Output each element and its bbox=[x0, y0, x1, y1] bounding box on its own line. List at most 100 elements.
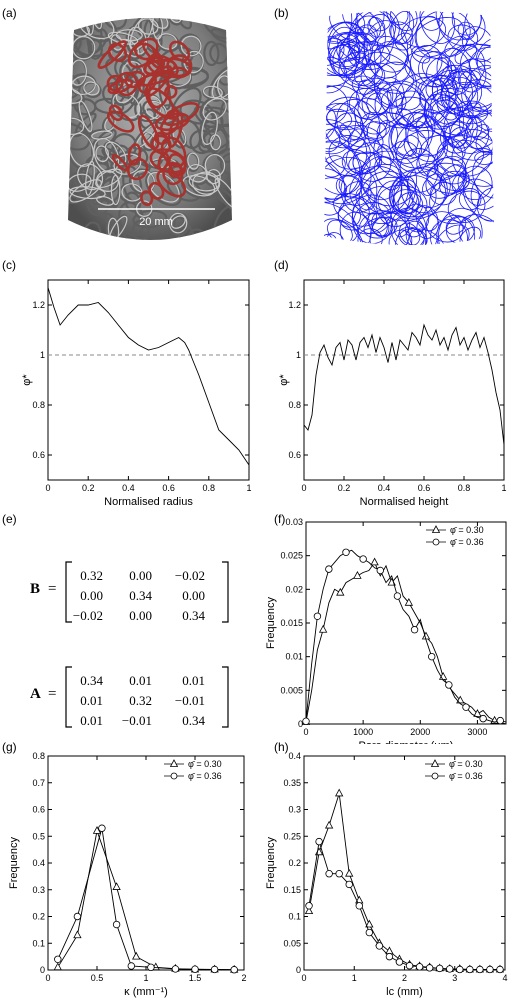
x-axis-label: Normalised height bbox=[360, 496, 449, 508]
series-line bbox=[57, 829, 235, 971]
legend-label: φ̄ = 0.30 bbox=[450, 525, 484, 535]
gray-fiber-highlight bbox=[107, 217, 120, 240]
centerline-loop bbox=[444, 35, 468, 57]
gray-fiber-highlight bbox=[147, 172, 180, 203]
matrix-b-cell: 0.34 bbox=[129, 588, 152, 603]
contact-length-chart: 0 1 2 3 4 0 0.05 0.1 0.15 0.2 0.25 0.3 0.35 0.4 lc (mm… bbox=[265, 751, 508, 998]
gray-fiber-loop bbox=[213, 204, 232, 240]
gray-fiber-loop bbox=[210, 28, 232, 44]
x-tick-label: 0.8 bbox=[203, 483, 216, 493]
legend-label: φ̄ = 0.36 bbox=[449, 771, 483, 781]
x-tick-label: 3 bbox=[452, 973, 457, 983]
centerline-loop bbox=[451, 11, 482, 36]
y-tick-label: 0.2 bbox=[288, 858, 301, 868]
centerline-loop bbox=[436, 47, 472, 95]
centerline-loop bbox=[389, 21, 413, 44]
circle-marker bbox=[325, 565, 333, 573]
gray-fiber-highlight bbox=[206, 169, 221, 185]
red-fiber-loop bbox=[111, 153, 129, 172]
y-axis-label: Frequency bbox=[265, 837, 277, 889]
circle-marker bbox=[365, 928, 374, 937]
series-line bbox=[308, 793, 500, 970]
x-axis-label: lc (mm) bbox=[386, 986, 423, 998]
panel-label-f: (f) bbox=[274, 512, 286, 526]
centerline-loop bbox=[367, 176, 418, 214]
centerline-loop bbox=[426, 162, 470, 194]
centerline-loop bbox=[460, 43, 494, 89]
x-tick-label: 4 bbox=[502, 973, 507, 983]
y-tick-label: 0.6 bbox=[32, 450, 45, 460]
x-tick-label: 1 bbox=[501, 483, 506, 493]
centerline-loop bbox=[336, 38, 360, 62]
centerline-loop bbox=[420, 11, 444, 31]
centerline-loop bbox=[338, 197, 370, 231]
centerline-loop bbox=[324, 233, 337, 245]
centerline-loop bbox=[335, 174, 362, 198]
x-tick-label: 1 bbox=[352, 973, 357, 983]
gray-fiber-loop bbox=[218, 64, 232, 86]
matrix-b-cell: 0.32 bbox=[80, 568, 103, 583]
circle-marker bbox=[486, 965, 494, 974]
x-axis-label: Pore diameter (μm) bbox=[359, 740, 454, 744]
legend-label: φ̄ = 0.30 bbox=[449, 759, 483, 769]
panel-label-a: (a) bbox=[2, 6, 17, 20]
matrix-a-cell: 0.01 bbox=[80, 693, 103, 708]
circle-marker bbox=[127, 962, 135, 970]
gray-fiber-loop bbox=[219, 18, 232, 28]
series-line bbox=[47, 287, 250, 466]
plot-frame bbox=[303, 279, 505, 481]
y-tick-label: 0.3 bbox=[288, 805, 301, 815]
centerline-loop bbox=[324, 177, 348, 200]
circle-marker bbox=[405, 962, 414, 970]
gray-fiber-loop bbox=[216, 148, 232, 163]
centerline-loop bbox=[324, 119, 352, 155]
x-tick-label: 2000 bbox=[410, 727, 430, 737]
centerline-loop bbox=[324, 201, 359, 244]
circle-marker bbox=[456, 965, 464, 974]
y-tick-label: 0.4 bbox=[288, 751, 301, 761]
legend-triangle-marker bbox=[169, 759, 179, 767]
centerline-loop bbox=[467, 86, 494, 133]
y-tick-label: 0.7 bbox=[32, 778, 45, 788]
centerline-loop bbox=[356, 24, 378, 46]
centerline-loop bbox=[389, 96, 434, 128]
centerline-loop bbox=[447, 68, 472, 90]
x-tick-label: 2 bbox=[402, 973, 407, 983]
centerline-loop bbox=[457, 21, 476, 40]
y-tick-label: 0.5 bbox=[32, 831, 45, 841]
gray-fiber-highlight bbox=[201, 111, 218, 146]
centerline-loop bbox=[390, 207, 427, 245]
centerline-loop bbox=[394, 120, 430, 164]
centerline-loop bbox=[351, 186, 395, 235]
pore-diameter-chart: 0 1000 2000 3000 0 0.005 0.01 0.015 0.02 0.025 0.0… bbox=[265, 517, 507, 744]
centerline-loop bbox=[375, 180, 414, 228]
series-line bbox=[308, 841, 500, 970]
centerline-loop bbox=[470, 160, 494, 210]
centerline-loop bbox=[338, 175, 362, 198]
circle-marker bbox=[479, 714, 487, 723]
centerline-loop bbox=[367, 17, 386, 38]
centerline-loop bbox=[339, 211, 372, 245]
y-tick-label: 0.1 bbox=[32, 938, 45, 948]
matrix-b-cell: 0.00 bbox=[129, 568, 152, 583]
red-fiber-loop bbox=[163, 102, 200, 127]
centerline-loop bbox=[352, 142, 392, 182]
centerline-loop bbox=[367, 112, 419, 161]
x-tick-label: 1.5 bbox=[189, 973, 202, 983]
legend-label: φ̄ = 0.36 bbox=[450, 537, 484, 547]
centerline-loop bbox=[405, 109, 451, 157]
centerline-loop bbox=[328, 135, 371, 170]
gray-fiber-highlight bbox=[69, 179, 102, 203]
circle-marker bbox=[496, 965, 504, 974]
triangle-marker bbox=[132, 951, 141, 960]
matrix-a-cell: 0.01 bbox=[129, 673, 152, 688]
circle-marker bbox=[359, 555, 367, 563]
centerline-loop bbox=[475, 128, 494, 154]
x-tick-label: 0 bbox=[45, 973, 50, 983]
circle-marker bbox=[496, 716, 504, 725]
centerline-loop bbox=[459, 226, 482, 245]
gray-fiber-highlight bbox=[93, 137, 120, 173]
x-tick-label: 0.6 bbox=[418, 483, 431, 493]
gray-fiber-highlight bbox=[211, 68, 232, 100]
y-axis-label: φ* bbox=[21, 374, 33, 386]
